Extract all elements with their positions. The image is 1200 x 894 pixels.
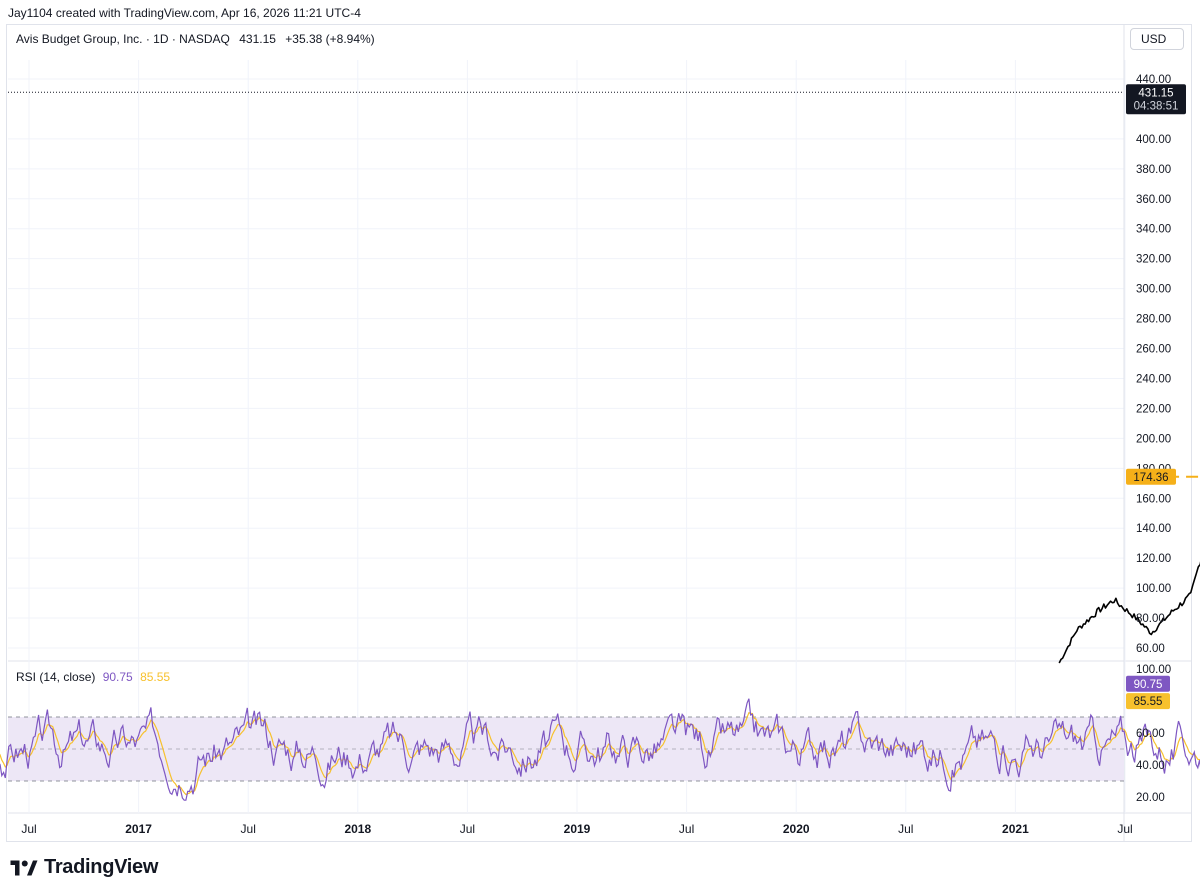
rsi-ma-tag <box>1126 693 1170 710</box>
currency-button[interactable]: USD <box>1130 28 1184 50</box>
time-tick-label: Jul <box>1117 822 1132 836</box>
level-tag-value: 174.36 <box>1133 472 1168 484</box>
price-tick-label: 280.00 <box>1136 314 1171 326</box>
price-axis: 440.00 400.00 380.00 360.00 340.00 320.00 300.… <box>1136 74 1171 655</box>
price-series <box>8 91 1200 664</box>
time-tick-label: Jul <box>679 822 694 836</box>
price-tick-label: 80.00 <box>1136 613 1165 625</box>
rsi-legend: RSI (14, close) 90.75 85.55 <box>16 670 170 684</box>
time-axis: Jul2017Jul2018Jul2019Jul2020Jul2021Jul20… <box>21 822 1132 836</box>
price-tick-label: 300.00 <box>1136 284 1171 296</box>
tradingview-wordmark: TradingView <box>44 856 159 878</box>
chart-frame <box>6 24 1192 842</box>
price-tick-label: 340.00 <box>1136 224 1171 236</box>
price-tick-label: 440.00 <box>1136 74 1171 86</box>
price-tick-label: 320.00 <box>1136 254 1171 266</box>
time-tick-label: 2018 <box>344 822 371 836</box>
last-price-tag-value: 431.15 <box>1138 87 1173 99</box>
rsi-tick-label: 60.00 <box>1136 728 1165 740</box>
rsi-tick-label: 20.00 <box>1136 792 1165 804</box>
price-tick-label: 400.00 <box>1136 134 1171 146</box>
rsi-tick-label: 100.00 <box>1136 664 1171 676</box>
rsi-label[interactable]: RSI (14, close) <box>16 670 96 684</box>
rsi-value-tag-text: 90.75 <box>1134 679 1163 691</box>
time-tick-label: Jul <box>21 822 36 836</box>
price-tick-label: 140.00 <box>1136 523 1171 535</box>
rsi-line <box>0 698 1200 801</box>
rsi-ma-tag-text: 85.55 <box>1134 696 1163 708</box>
grid-lines <box>8 24 1192 842</box>
price-tick-label: 60.00 <box>1136 643 1165 655</box>
rsi-ma-line <box>0 711 1200 796</box>
time-tick-label: 2017 <box>125 822 152 836</box>
rsi-ma-value: 85.55 <box>140 670 171 684</box>
price-line <box>1058 561 1200 664</box>
price-tick-label: 360.00 <box>1136 194 1171 206</box>
time-tick-label: Jul <box>898 822 913 836</box>
price-tick-label: 100.00 <box>1136 583 1171 595</box>
price-tick-label: 200.00 <box>1136 433 1171 445</box>
tradingview-logo[interactable]: TradingView <box>10 856 158 879</box>
time-tick-label: 2021 <box>1002 822 1029 836</box>
price-tick-label: 240.00 <box>1136 373 1171 385</box>
symbol-name[interactable]: Avis Budget Group, Inc. · 1D · NASDAQ <box>16 32 230 46</box>
tradingview-logo-icon <box>10 860 38 875</box>
rsi-tick-label: 40.00 <box>1136 760 1165 772</box>
price-tick-label: 160.00 <box>1136 493 1171 505</box>
last-price-tag <box>1126 84 1186 115</box>
countdown-tag-value: 04:38:51 <box>1134 100 1179 112</box>
level-tag <box>1126 468 1176 485</box>
rsi-series <box>0 698 1200 801</box>
time-tick-label: Jul <box>241 822 256 836</box>
price-tick-label: 260.00 <box>1136 344 1171 356</box>
chart-credit: Jay1104 created with TradingView.com, Ap… <box>8 6 361 20</box>
rsi-value: 90.75 <box>102 670 133 684</box>
price-tick-label: 120.00 <box>1136 553 1171 565</box>
rsi-value-tag <box>1126 675 1170 692</box>
price-tick-label: 380.00 <box>1136 164 1171 176</box>
price-tick-label: 220.00 <box>1136 403 1171 415</box>
time-tick-label: Jul <box>460 822 475 836</box>
time-tick-label: 2019 <box>564 822 591 836</box>
rsi-axis: 100.00 60.00 40.00 20.00 <box>1136 664 1171 804</box>
price-change: +35.38 (+8.94%) <box>285 32 375 46</box>
symbol-legend: Avis Budget Group, Inc. · 1D · NASDAQ 43… <box>16 32 381 46</box>
time-tick-label: 2020 <box>783 822 810 836</box>
last-price: 431.15 <box>239 32 276 46</box>
